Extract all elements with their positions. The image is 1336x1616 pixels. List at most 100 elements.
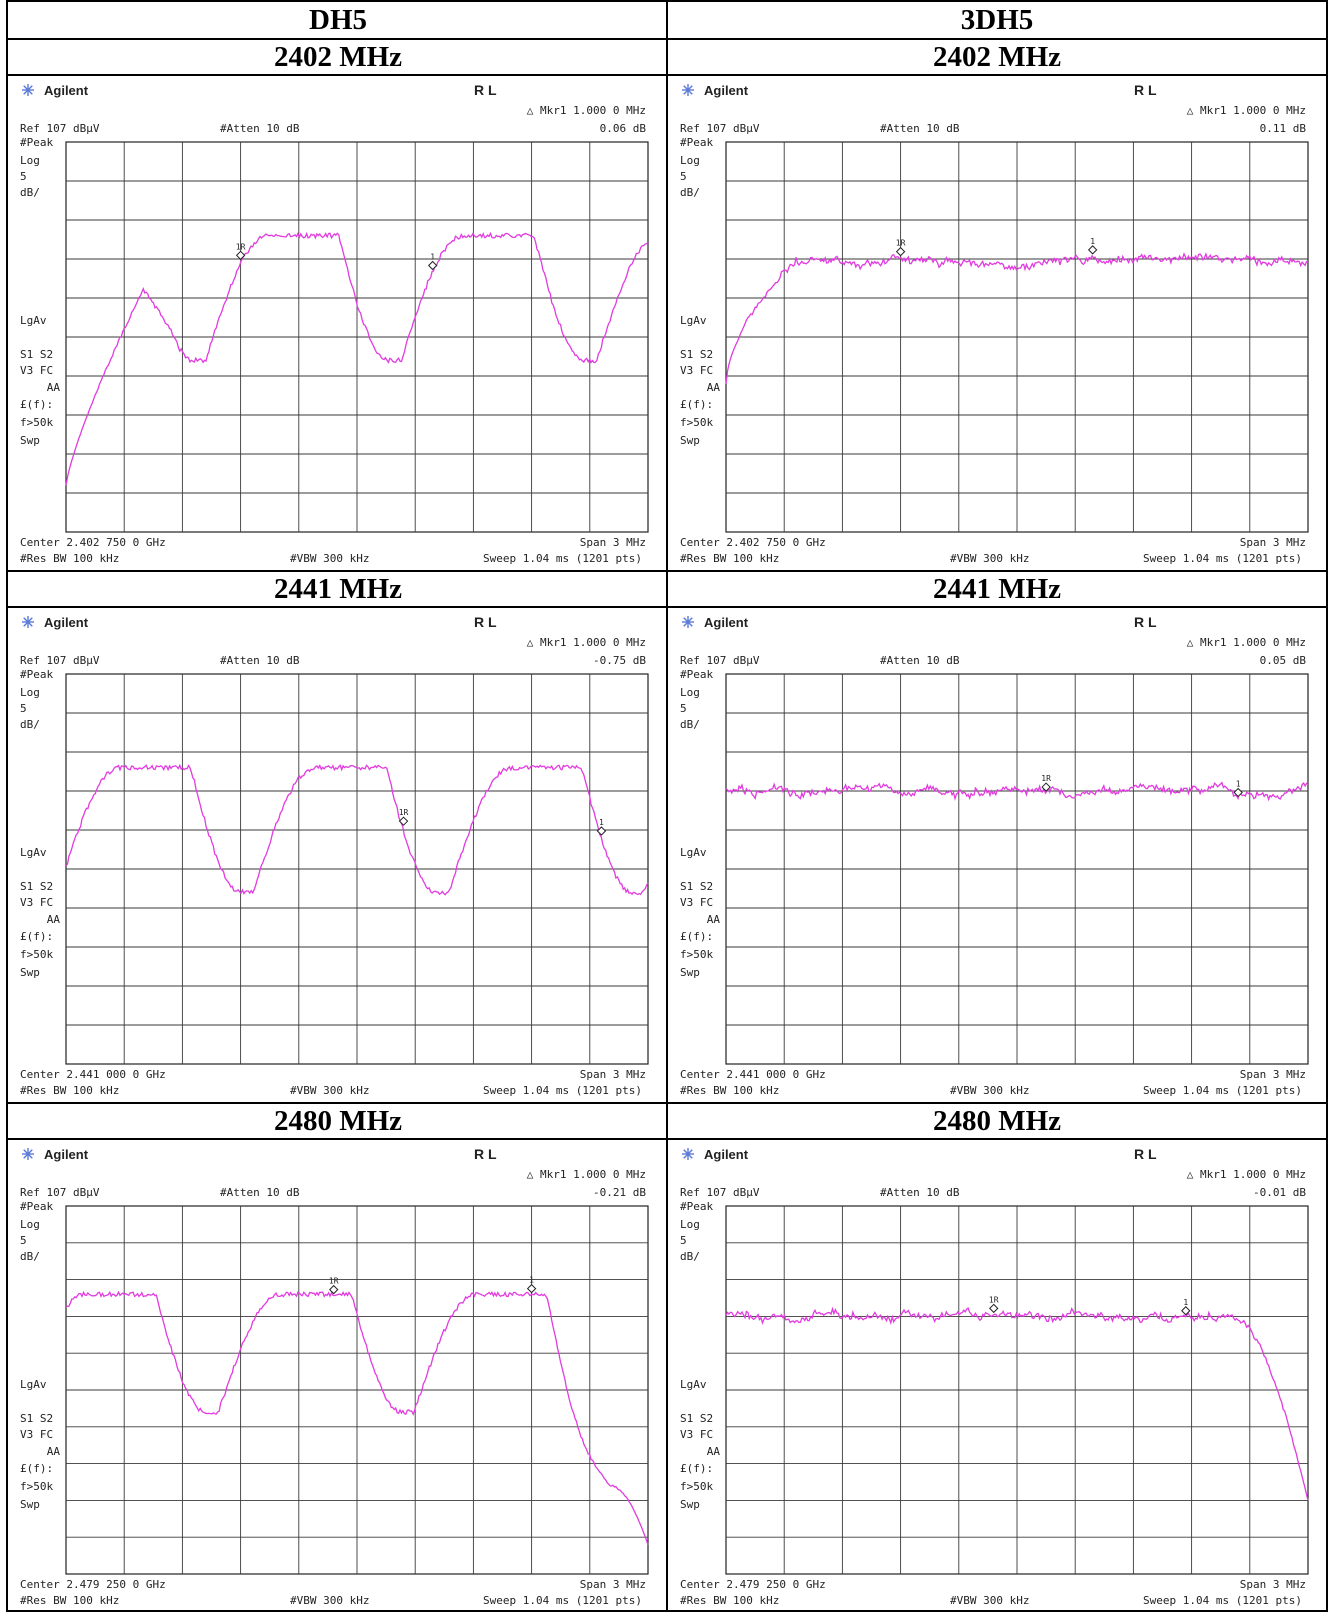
side-annotation: S1 S2: [20, 348, 53, 361]
sweep-time: Sweep 1.04 ms (1201 pts): [1143, 1084, 1302, 1097]
video-bandwidth: #VBW 300 kHz: [950, 1084, 1029, 1097]
marker-label: 1R: [896, 239, 906, 248]
video-bandwidth: #VBW 300 kHz: [290, 1084, 369, 1097]
side-annotation: dB/: [680, 1250, 700, 1263]
marker-delta-db: 0.05 dB: [1260, 654, 1307, 667]
brand-label: Agilent: [44, 615, 89, 630]
table-bottom-border: [6, 1610, 1328, 1612]
analyzer-svg: Agilent R L △ Mkr1 1.000 0 MHz Ref 107 dBµV…: [20, 1146, 649, 1607]
span-label: Span 3 MHz: [580, 1578, 646, 1591]
frequency-label: 2480 MHz: [273, 1104, 403, 1137]
side-annotation: S1 S2: [680, 1412, 713, 1425]
attenuation: #Atten 10 dB: [220, 1186, 300, 1199]
marker-readout: △ Mkr1 1.000 0 MHz: [527, 636, 646, 649]
side-annotation: 5: [680, 1234, 687, 1247]
video-bandwidth: #VBW 300 kHz: [290, 552, 369, 565]
side-annotation: dB/: [680, 186, 700, 199]
marker-diamond-icon: [596, 826, 607, 836]
spectrum-trace: [65, 231, 649, 486]
center-frequency: Center 2.441 000 0 GHz: [680, 1068, 826, 1081]
marker-delta-db: -0.21 dB: [593, 1186, 646, 1199]
analyzer-screenshot-dh5-2441: Agilent R L △ Mkr1 1.000 0 MHz Ref 107 dBµV…: [6, 606, 668, 1102]
marker-diamond-icon: [1233, 787, 1243, 798]
marker-label: 1: [1236, 779, 1241, 788]
row-label-3dh5-2441: 2441 MHz: [666, 570, 1328, 606]
attenuation: #Atten 10 dB: [220, 654, 300, 667]
sweep-time: Sweep 1.04 ms (1201 pts): [1143, 1594, 1302, 1607]
side-annotation: AA: [47, 913, 61, 926]
marker-label: 1: [1183, 1298, 1188, 1307]
side-annotation: V3 FC: [680, 364, 713, 377]
analyzer-display: Agilent R L △ Mkr1 1.000 0 MHz Ref 107 dBµV…: [668, 76, 1326, 570]
marker-diamond-icon: [1087, 245, 1098, 255]
agilent-logo-icon: [22, 84, 34, 96]
side-annotation: f>50k: [680, 948, 713, 961]
side-annotation: S1 S2: [20, 1412, 53, 1425]
marker-diamond-icon: [989, 1303, 999, 1314]
row-label-3dh5-2480: 2480 MHz: [666, 1102, 1328, 1138]
side-annotation: 5: [680, 170, 687, 183]
sweep-time: Sweep 1.04 ms (1201 pts): [483, 1594, 642, 1607]
column-header-dh5: DH5: [6, 0, 668, 38]
side-annotation: V3 FC: [680, 896, 713, 909]
span-label: Span 3 MHz: [1240, 536, 1306, 549]
column-header-3dh5: 3DH5: [666, 0, 1328, 38]
reference-level: Ref 107 dBµV: [680, 654, 760, 667]
marker-diamond-icon: [526, 1283, 537, 1294]
marker-readout: △ Mkr1 1.000 0 MHz: [1187, 1168, 1306, 1181]
spectrum-trace: [725, 1306, 1309, 1501]
brand-label: Agilent: [44, 83, 89, 98]
column-title: 3DH5: [960, 3, 1034, 36]
side-annotation: Swp: [680, 966, 700, 979]
side-annotation: £(f):: [680, 398, 713, 411]
column-title: DH5: [309, 3, 367, 36]
marker-delta-db: -0.75 dB: [593, 654, 646, 667]
row-label-dh5-2402: 2402 MHz: [6, 38, 668, 74]
agilent-logo-icon: [22, 1148, 34, 1160]
reference-level: Ref 107 dBµV: [20, 122, 100, 135]
side-annotation: £(f):: [680, 1462, 713, 1475]
rl-label: R L: [474, 1146, 497, 1162]
graticule-grid: [726, 142, 1308, 532]
marker-delta-db: -0.01 dB: [1253, 1186, 1306, 1199]
frequency-label: 2441 MHz: [932, 572, 1062, 605]
graticule-grid: [726, 1206, 1308, 1574]
side-annotation: Swp: [20, 434, 40, 447]
side-annotation: V3 FC: [680, 1428, 713, 1441]
results-table: DH5 3DH5 2402 MHz 2402 MHz Agilent R L △ M…: [6, 0, 1328, 1612]
video-bandwidth: #VBW 300 kHz: [950, 552, 1029, 565]
spectrum-trace: [65, 763, 649, 896]
rl-label: R L: [1134, 82, 1157, 98]
side-annotation: f>50k: [680, 416, 713, 429]
frequency-label: 2402 MHz: [273, 40, 403, 73]
analyzer-display: Agilent R L △ Mkr1 1.000 0 MHz Ref 107 dBµV…: [8, 608, 668, 1102]
brand-label: Agilent: [704, 83, 749, 98]
resolution-bandwidth: #Res BW 100 kHz: [20, 1084, 119, 1097]
marker-label: 1: [1090, 237, 1095, 246]
side-annotation: AA: [47, 381, 61, 394]
center-frequency: Center 2.402 750 0 GHz: [680, 536, 826, 549]
marker-label: 1: [430, 252, 435, 261]
reference-level: Ref 107 dBµV: [680, 1186, 760, 1199]
rl-label: R L: [474, 82, 497, 98]
analyzer-display: Agilent R L △ Mkr1 1.000 0 MHz Ref 107 dBµV…: [668, 608, 1326, 1102]
side-annotation: AA: [47, 1445, 61, 1458]
marker-label: 1R: [1041, 774, 1051, 783]
rl-label: R L: [1134, 614, 1157, 630]
row-label-dh5-2441: 2441 MHz: [6, 570, 668, 606]
span-label: Span 3 MHz: [1240, 1578, 1306, 1591]
side-annotation: LgAv: [680, 314, 707, 327]
marker-readout: △ Mkr1 1.000 0 MHz: [527, 104, 646, 117]
attenuation: #Atten 10 dB: [880, 1186, 960, 1199]
side-annotation: S1 S2: [20, 880, 53, 893]
side-annotation: dB/: [20, 1250, 40, 1263]
analyzer-svg: Agilent R L △ Mkr1 1.000 0 MHz Ref 107 dBµV…: [680, 614, 1309, 1097]
side-annotation: dB/: [20, 186, 40, 199]
side-annotation: 5: [20, 702, 27, 715]
marker-diamond-icon: [895, 246, 906, 257]
side-annotation: Swp: [680, 434, 700, 447]
resolution-bandwidth: #Res BW 100 kHz: [20, 552, 119, 565]
agilent-logo-icon: [682, 84, 694, 96]
side-annotation: Log: [680, 154, 700, 167]
resolution-bandwidth: #Res BW 100 kHz: [680, 552, 779, 565]
